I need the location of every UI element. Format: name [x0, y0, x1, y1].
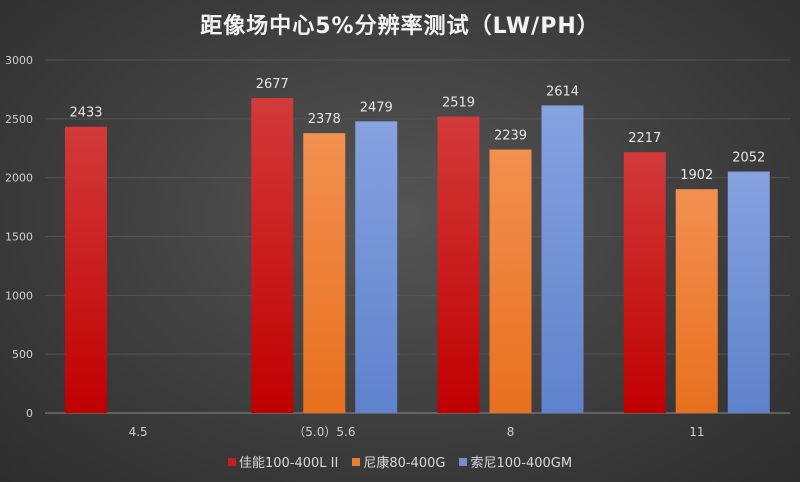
data-label: 2378 [308, 112, 341, 127]
legend-item: 索尼100-400GM [459, 452, 572, 471]
y-tick-label: 0 [26, 407, 33, 420]
bar [303, 133, 346, 413]
x-tick-label: （5.0）5.6 [293, 425, 355, 439]
legend-swatch [352, 458, 361, 466]
y-tick-label: 500 [12, 348, 33, 361]
bar [727, 171, 770, 413]
legend-swatch [459, 458, 468, 466]
y-tick-label: 2500 [5, 113, 33, 126]
data-label: 2614 [546, 84, 579, 99]
y-tick-label: 1000 [5, 289, 33, 302]
legend-item: 尼康80-400G [352, 452, 445, 471]
data-label: 1902 [680, 168, 713, 183]
data-label: 2239 [494, 129, 527, 144]
x-tick-label: 11 [689, 425, 704, 439]
bar [355, 121, 398, 414]
chart-title: 距像场中心5%分辨率测试（LW/PH） [200, 14, 600, 39]
data-label: 2052 [732, 151, 765, 166]
data-label: 2433 [69, 106, 102, 121]
legend-label: 佳能100-400L II [238, 456, 339, 471]
x-tick-label: 8 [507, 425, 515, 439]
data-label: 2677 [256, 77, 289, 92]
bar [65, 126, 107, 413]
y-tick-label: 3000 [5, 54, 33, 67]
bar [623, 152, 666, 413]
legend-swatch [227, 458, 236, 466]
legend: 佳能100-400L II 尼康80-400G 索尼100-400GM [0, 452, 800, 471]
x-tick-label: 4.5 [129, 425, 148, 439]
y-tick-label: 1500 [5, 231, 33, 244]
legend-label: 索尼100-400GM [470, 456, 573, 471]
bar [675, 189, 718, 413]
legend-label: 尼康80-400G [363, 456, 446, 471]
bar [489, 149, 532, 414]
y-tick-label: 2000 [5, 172, 33, 185]
data-label: 2217 [628, 131, 661, 146]
legend-item: 佳能100-400L II [227, 452, 339, 471]
data-label: 2479 [360, 100, 393, 115]
bar [437, 116, 480, 414]
data-label: 2519 [442, 96, 475, 111]
bar [541, 105, 584, 413]
bar [251, 98, 294, 413]
